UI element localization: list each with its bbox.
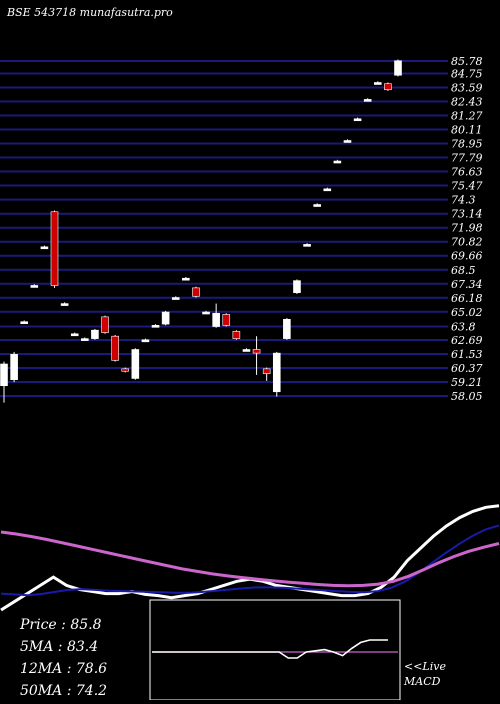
candle-body — [70, 333, 79, 337]
ma-line-12ma — [0, 524, 500, 597]
candle-body — [343, 140, 352, 143]
candle-body — [30, 285, 39, 288]
y-tick-label: 73.14 — [451, 208, 483, 221]
y-tick-label: 66.18 — [451, 292, 483, 305]
candle-body — [222, 314, 231, 326]
candle-body — [303, 244, 311, 247]
y-tick-label: 80.11 — [451, 123, 483, 136]
y-tick-label: 71.98 — [451, 222, 483, 235]
macd-line — [152, 639, 388, 659]
candle-body — [323, 188, 332, 192]
ma-line-50ma — [0, 530, 500, 588]
y-tick-label: 63.8 — [451, 321, 476, 334]
candle-body — [232, 331, 241, 339]
y-tick-label: 62.69 — [451, 334, 483, 347]
candle-body — [252, 349, 261, 354]
y-tick-label: 77.79 — [451, 152, 483, 165]
y-tick-label: 61.53 — [451, 348, 483, 361]
macd-panel — [149, 599, 401, 701]
candle-body — [81, 338, 89, 341]
y-tick-label: 70.82 — [451, 236, 483, 249]
candle-body — [0, 363, 8, 387]
y-tick-label: 68.5 — [451, 264, 476, 277]
candle-body — [141, 339, 150, 343]
ma5-stat: 5MA : 83.4 — [20, 639, 98, 655]
macd-frame — [149, 599, 401, 701]
ma12-stat: 12MA : 78.6 — [20, 661, 107, 677]
y-tick-label: 76.63 — [451, 166, 483, 179]
candle-body — [333, 160, 342, 164]
candle-body — [384, 83, 392, 91]
chart-title: BSE 543718 munafasutra.pro — [6, 6, 173, 19]
candle-body — [192, 287, 200, 297]
candle-body — [60, 303, 69, 306]
candle-body — [242, 349, 251, 352]
candle-body — [10, 354, 18, 380]
candle-body — [161, 311, 170, 325]
candle-body — [131, 349, 140, 379]
candle-body — [101, 316, 109, 333]
y-tick-label: 82.43 — [451, 95, 483, 108]
price-stat: Price : 85.8 — [19, 617, 102, 633]
candle-body — [50, 211, 59, 286]
candle-body — [171, 297, 180, 300]
candle-body — [91, 329, 99, 339]
candle-body — [111, 335, 119, 361]
y-tick-label: 69.66 — [451, 250, 483, 263]
y-tick-label: 58.05 — [451, 390, 483, 403]
candle-body — [121, 368, 130, 372]
y-tick-label: 75.47 — [451, 180, 483, 193]
ma-line-5ma — [0, 504, 500, 612]
candle-body — [182, 277, 190, 281]
candle-body — [353, 118, 362, 122]
y-tick-label: 60.37 — [451, 362, 483, 375]
candle-body — [373, 82, 382, 85]
y-tick-label: 84.75 — [451, 67, 483, 80]
y-tick-label: 85.78 — [451, 55, 483, 68]
candle-body — [151, 325, 160, 328]
moving-average-lines — [0, 504, 500, 612]
candles-group — [0, 59, 402, 403]
macd-label-name: MACD — [403, 675, 441, 688]
candle-body — [212, 312, 220, 327]
y-tick-label: 59.21 — [451, 376, 483, 389]
macd-label-live: <<Live — [404, 660, 446, 673]
candle-body — [313, 204, 321, 207]
y-tick-label: 74.3 — [451, 194, 476, 207]
candle-body — [20, 321, 29, 325]
candle-body — [363, 99, 372, 102]
y-tick-label: 65.02 — [451, 306, 483, 319]
candle-body — [202, 311, 210, 315]
ma50-stat: 50MA : 74.2 — [20, 683, 107, 699]
y-tick-label: 83.59 — [451, 81, 483, 94]
y-tick-label: 78.95 — [451, 138, 483, 151]
candle-body — [262, 368, 271, 374]
y-tick-label: 67.34 — [451, 278, 483, 291]
candle-body — [272, 352, 281, 393]
candle-body — [394, 60, 402, 76]
candle-body — [40, 246, 49, 250]
y-tick-label: 81.27 — [451, 109, 483, 122]
candle-body — [293, 280, 301, 294]
candle-body — [283, 318, 291, 339]
